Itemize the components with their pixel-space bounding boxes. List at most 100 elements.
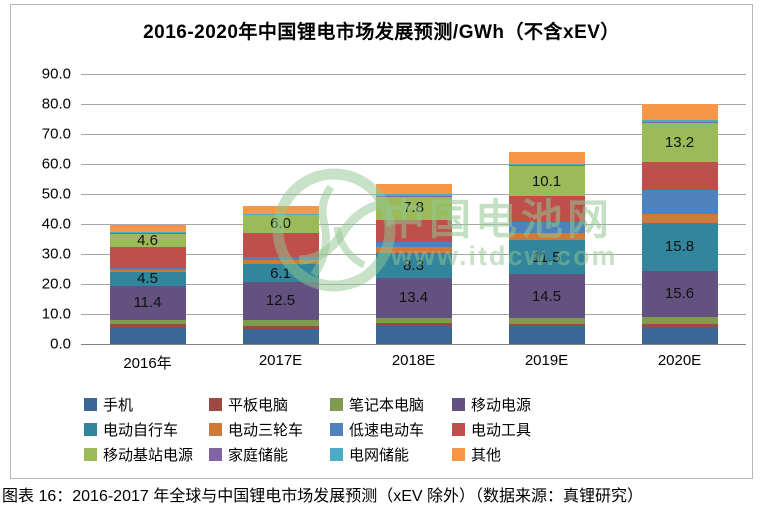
bar-segment-2020E-手机	[641, 326, 718, 344]
bar-segment-2019E-低速电动车	[508, 221, 585, 234]
bar-segment-2018E-手机	[375, 326, 452, 344]
data-label: 7.8	[403, 199, 424, 217]
bar-segment-2016年-电网储能	[109, 232, 186, 233]
x-axis-category-label: 2016年	[123, 355, 172, 372]
bar-segment-2016年-移动基站电源: 4.6	[109, 231, 186, 249]
legend-swatch-icon	[330, 423, 343, 436]
legend-swatch-icon	[84, 423, 97, 436]
legend-label: 移动电源	[471, 397, 532, 414]
bar-segment-2020E-电网储能	[641, 120, 718, 122]
x-axis-category-label: 2019E	[524, 352, 569, 369]
bar-segment-2020E-移动电源: 15.6	[641, 270, 718, 318]
y-axis-tick-label: 0.0	[50, 335, 71, 353]
legend-swatch-icon	[84, 398, 97, 411]
bar-segment-2016年-移动电源: 11.4	[109, 285, 186, 320]
legend-item-电动工具: 电动工具	[452, 417, 622, 442]
bar-segment-2020E-低速电动车	[641, 190, 718, 214]
legend-swatch-icon	[452, 423, 465, 436]
legend-label: 电网储能	[349, 447, 410, 464]
y-axis-tick-label: 10.0	[41, 305, 71, 323]
bar-segment-2018E-其他	[375, 183, 452, 194]
legend-item-电动三轮车: 电动三轮车	[209, 417, 330, 442]
legend-item-电网储能: 电网储能	[330, 442, 452, 467]
legend-label: 低速电动车	[349, 422, 425, 439]
legend-swatch-icon	[452, 448, 465, 461]
legend-label: 笔记本电脑	[349, 397, 425, 414]
bar-segment-2017E-手机	[242, 329, 319, 344]
bar-segment-2019E-移动电源: 14.5	[508, 274, 585, 318]
bar-segment-2016年-电动自行车: 4.5	[109, 271, 186, 286]
bar-segment-2017E-电网储能	[242, 213, 319, 215]
data-label: 15.8	[664, 238, 695, 256]
chart-frame: 2016-2020年中国锂电市场发展预测/GWh（不含xEV） 0.0 10.0 2…	[10, 4, 753, 479]
legend-label: 电动工具	[471, 422, 532, 439]
bar-segment-2019E-平板电脑	[508, 323, 585, 326]
data-label: 11.4	[133, 294, 162, 312]
gridline-y-70.0	[81, 134, 746, 135]
bar-segment-2018E-移动基站电源: 7.8	[375, 196, 452, 220]
gridline-y-60.0	[81, 164, 746, 165]
bar-segment-2017E-电动自行车: 6.1	[242, 263, 319, 283]
data-label: 10.1	[531, 172, 562, 190]
data-label: 6.1	[270, 264, 291, 282]
bar-segment-2018E-笔记本电脑	[375, 317, 452, 323]
legend-swatch-icon	[330, 398, 343, 411]
x-axis-category-label: 2017E	[258, 352, 303, 369]
bar-segment-2017E-电动三轮车	[242, 260, 319, 264]
bar-segment-2016年-电动三轮车	[109, 269, 186, 272]
bar-segment-2016年-手机	[109, 327, 186, 344]
y-axis-tick-label: 50.0	[41, 185, 71, 203]
data-label: 13.2	[664, 133, 695, 151]
bar-segment-2017E-平板电脑	[242, 325, 319, 329]
plot-area: 0.0 10.0 20.0 30.0 40.0 50.0 60.0 70.0 80.0 90.0 1…	[42, 66, 746, 372]
legend-label: 电动自行车	[103, 422, 179, 439]
bar-segment-2020E-移动基站电源: 13.2	[641, 122, 718, 163]
legend-swatch-icon	[452, 398, 465, 411]
legend-label: 家庭储能	[228, 447, 289, 464]
bar-segment-2016年-笔记本电脑	[109, 319, 186, 325]
bar-segment-2020E-电动三轮车	[641, 213, 718, 224]
bar-segment-2017E-低速电动车	[242, 256, 319, 261]
bar-segment-2017E-电动工具	[242, 232, 319, 257]
bar-segment-2019E-电动自行车: 11.5	[508, 239, 585, 275]
bar-segment-2017E-移动基站电源: 6.0	[242, 214, 319, 233]
legend-item-移动基站电源: 移动基站电源	[84, 442, 209, 467]
legend-label: 手机	[103, 397, 134, 414]
bar-segment-2018E-平板电脑	[375, 322, 452, 326]
bar-segment-2016年-其他	[109, 224, 186, 233]
figure-caption: 图表 16：2016-2017 年全球与中国锂电市场发展预测（xEV 除外）（数…	[2, 488, 643, 505]
legend-swatch-icon	[330, 448, 343, 461]
bar-segment-2018E-移动电源: 13.4	[375, 277, 452, 318]
bar-segment-2017E-笔记本电脑	[242, 319, 319, 326]
legend-swatch-icon	[209, 423, 222, 436]
gridline-y-90.0	[81, 74, 746, 75]
bar-segment-2020E-电动自行车: 15.8	[641, 223, 718, 271]
data-label: 8.3	[403, 256, 424, 274]
legend-item-其他: 其他	[452, 442, 622, 467]
bar-segment-2019E-移动基站电源: 10.1	[508, 166, 585, 197]
bar-segment-2017E-移动电源: 12.5	[242, 282, 319, 320]
data-label: 13.4	[398, 289, 429, 307]
bar-segment-2016年-电动工具	[109, 247, 186, 268]
bar-segment-2020E-笔记本电脑	[641, 317, 718, 324]
bar-segment-2018E-家庭储能	[375, 195, 452, 197]
x-axis-category-label: 2018E	[391, 352, 436, 369]
legend-label: 其他	[471, 447, 502, 464]
x-axis-category-label: 2020E	[657, 352, 702, 369]
bar-segment-2020E-平板电脑	[641, 323, 718, 327]
legend-label: 移动基站电源	[103, 447, 194, 464]
legend-item-电动自行车: 电动自行车	[84, 417, 209, 442]
bar-segment-2016年-低速电动车	[109, 267, 186, 270]
y-axis-tick-label: 20.0	[41, 275, 71, 293]
bar-segment-2018E-电动工具	[375, 219, 452, 242]
bar-segment-2019E-手机	[508, 326, 585, 344]
data-label: 6.0	[270, 215, 291, 233]
data-label: 4.6	[137, 231, 158, 249]
chart-title: 2016-2020年中国锂电市场发展预测/GWh（不含xEV）	[143, 22, 620, 43]
bar-segment-2017E-其他	[242, 206, 319, 214]
legend-item-移动电源: 移动电源	[452, 392, 622, 417]
data-label: 15.6	[664, 285, 695, 303]
bar-segment-2019E-电网储能	[508, 163, 585, 166]
bar-segment-2020E-家庭储能	[641, 122, 718, 123]
